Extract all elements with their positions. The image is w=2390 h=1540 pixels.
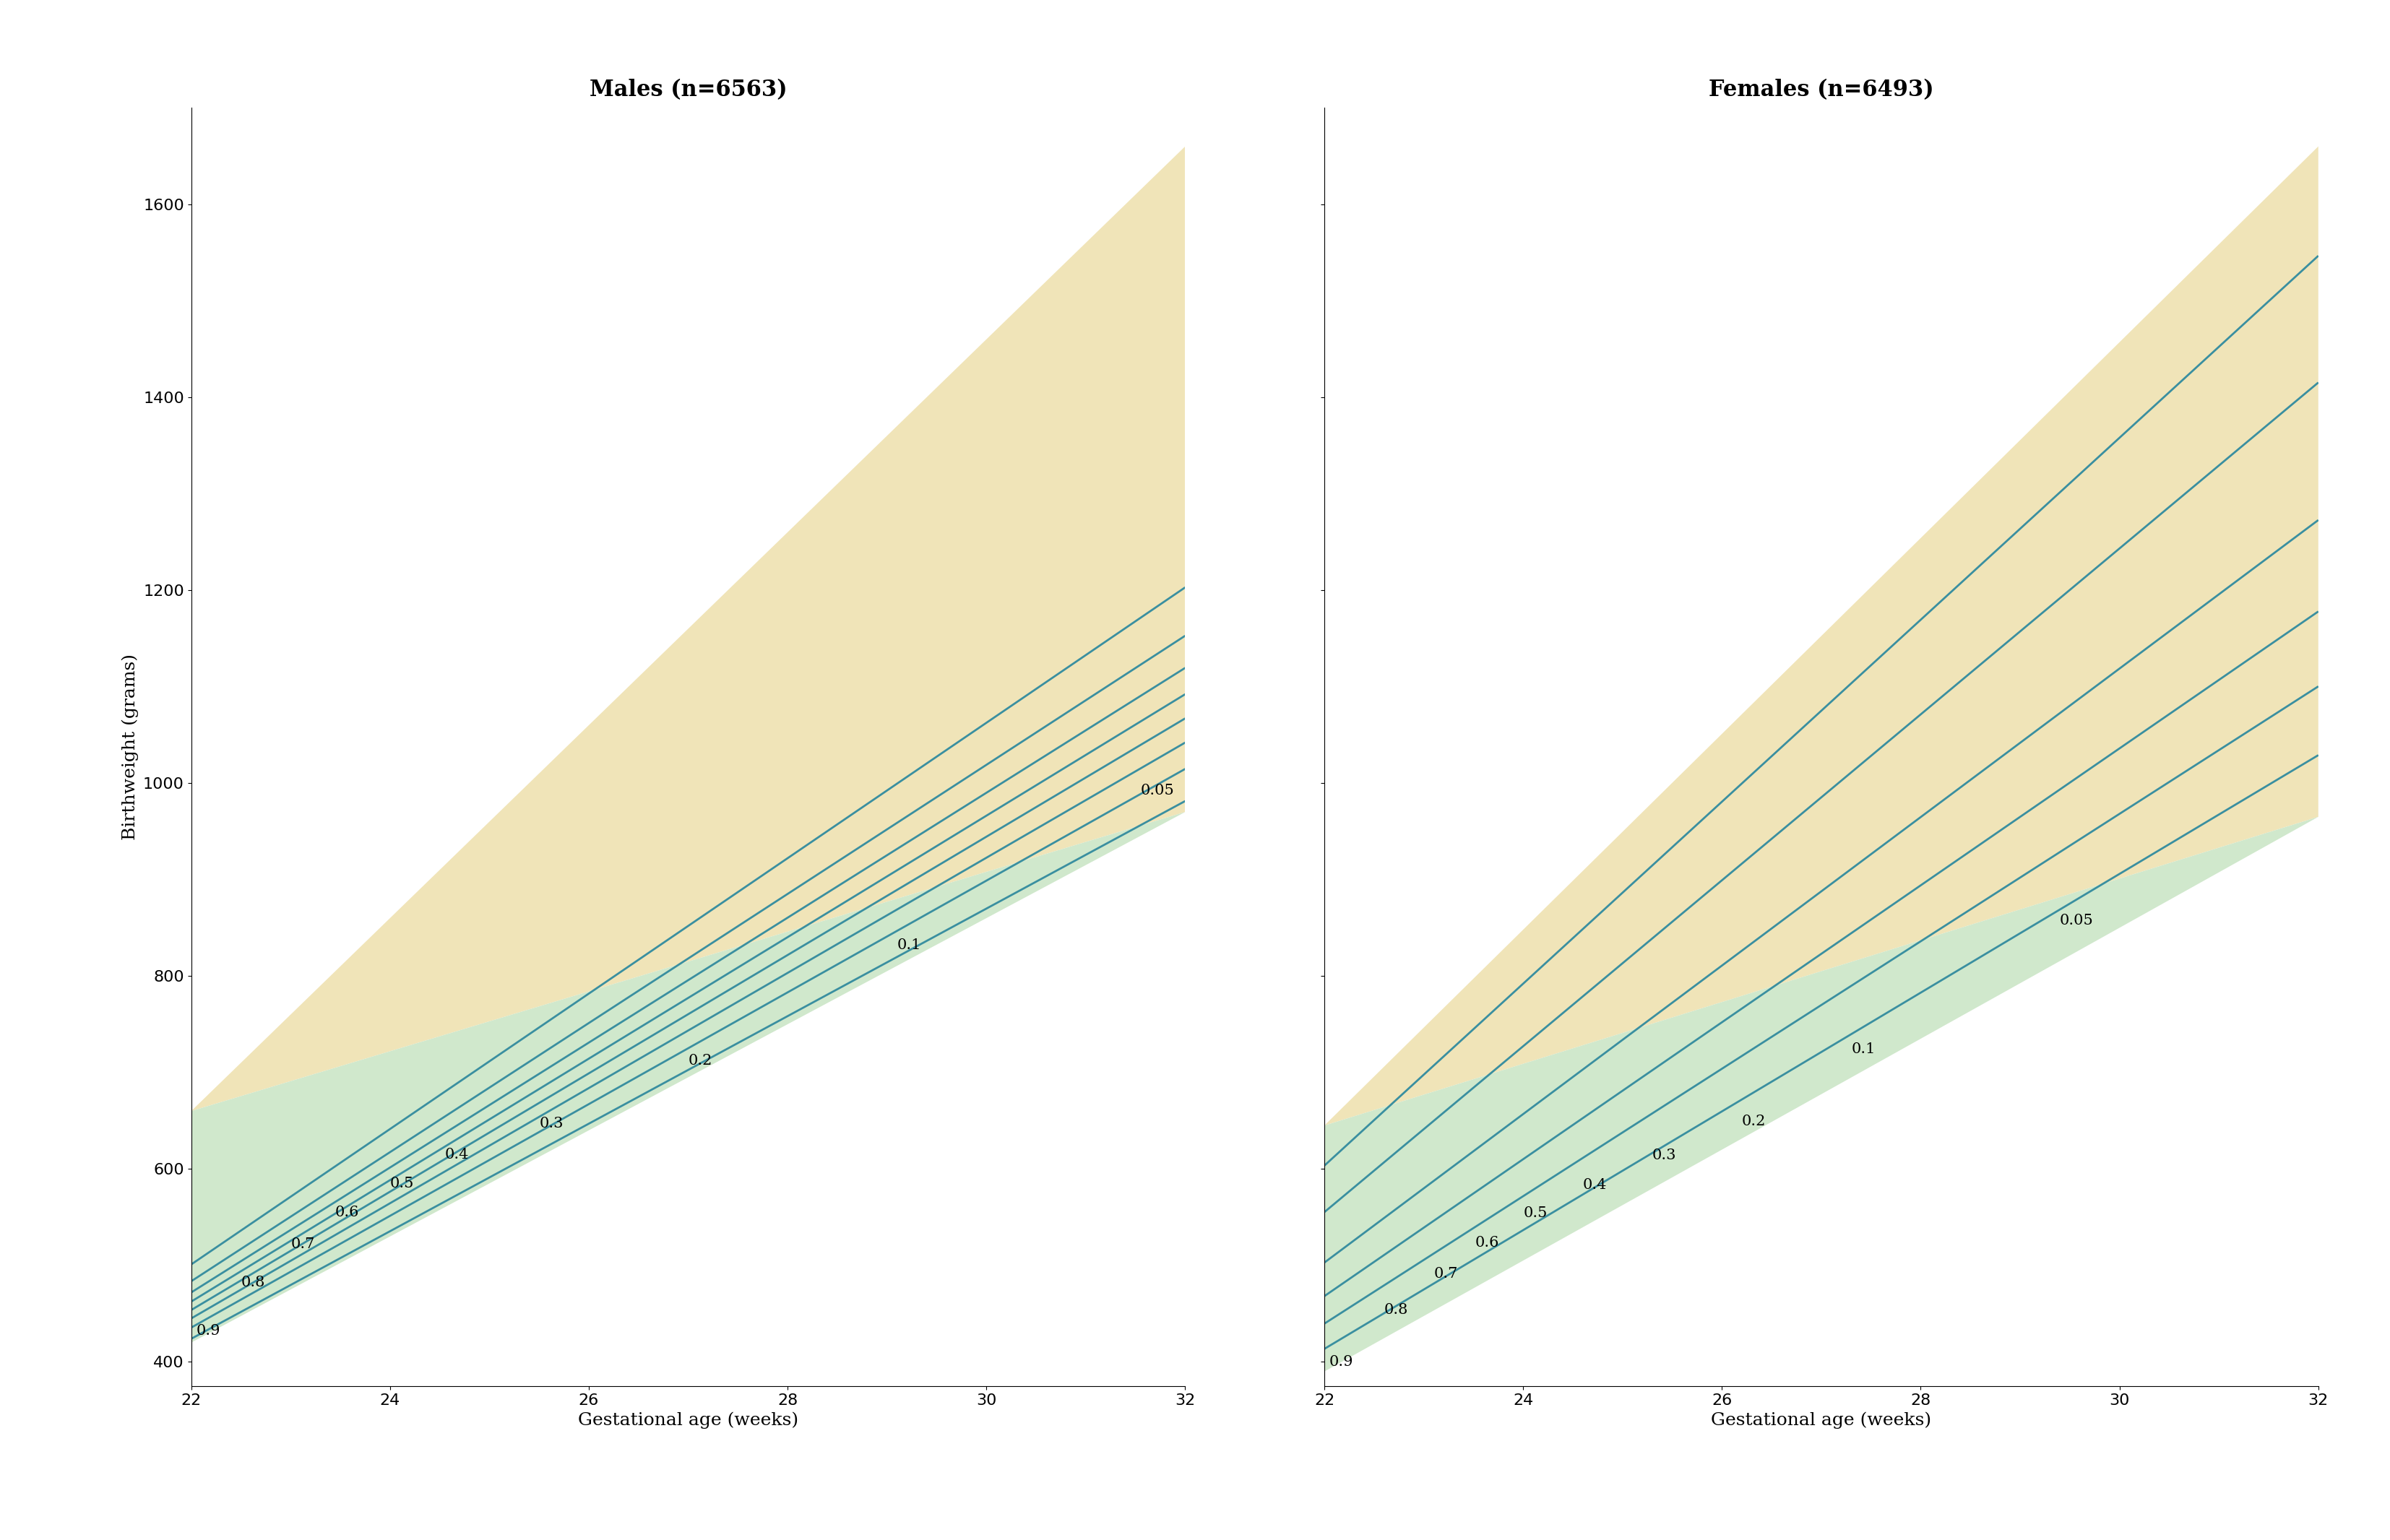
- Text: 0.5: 0.5: [1522, 1206, 1546, 1220]
- X-axis label: Gestational age (weeks): Gestational age (weeks): [578, 1412, 798, 1429]
- Polygon shape: [1324, 816, 2318, 1372]
- Text: 0.2: 0.2: [1742, 1115, 1766, 1129]
- Title: Females (n=6493): Females (n=6493): [1709, 79, 1934, 100]
- Polygon shape: [191, 146, 1185, 1110]
- Text: 0.7: 0.7: [1434, 1267, 1458, 1281]
- Text: 0.3: 0.3: [540, 1116, 564, 1130]
- Text: 0.9: 0.9: [1329, 1355, 1353, 1369]
- Text: 0.6: 0.6: [1475, 1237, 1499, 1250]
- Text: 0.5: 0.5: [390, 1177, 413, 1190]
- Text: 0.4: 0.4: [1582, 1178, 1606, 1192]
- Text: 0.6: 0.6: [335, 1206, 358, 1220]
- Text: 0.3: 0.3: [1651, 1149, 1675, 1163]
- Y-axis label: Birthweight (grams): Birthweight (grams): [122, 653, 139, 841]
- Text: 0.8: 0.8: [241, 1275, 265, 1289]
- Polygon shape: [1324, 146, 2318, 1126]
- Text: 0.9: 0.9: [196, 1324, 220, 1338]
- Text: 0.1: 0.1: [896, 938, 920, 952]
- Text: 0.05: 0.05: [2060, 915, 2094, 927]
- X-axis label: Gestational age (weeks): Gestational age (weeks): [1711, 1412, 1931, 1429]
- Text: 0.7: 0.7: [292, 1237, 315, 1250]
- Polygon shape: [191, 812, 1185, 1343]
- Title: Males (n=6563): Males (n=6563): [590, 79, 786, 100]
- Text: 0.8: 0.8: [1384, 1303, 1408, 1317]
- Text: 0.2: 0.2: [688, 1053, 712, 1067]
- Text: 0.05: 0.05: [1140, 784, 1173, 798]
- Text: 0.4: 0.4: [445, 1147, 468, 1161]
- Text: 0.1: 0.1: [1852, 1043, 1876, 1056]
